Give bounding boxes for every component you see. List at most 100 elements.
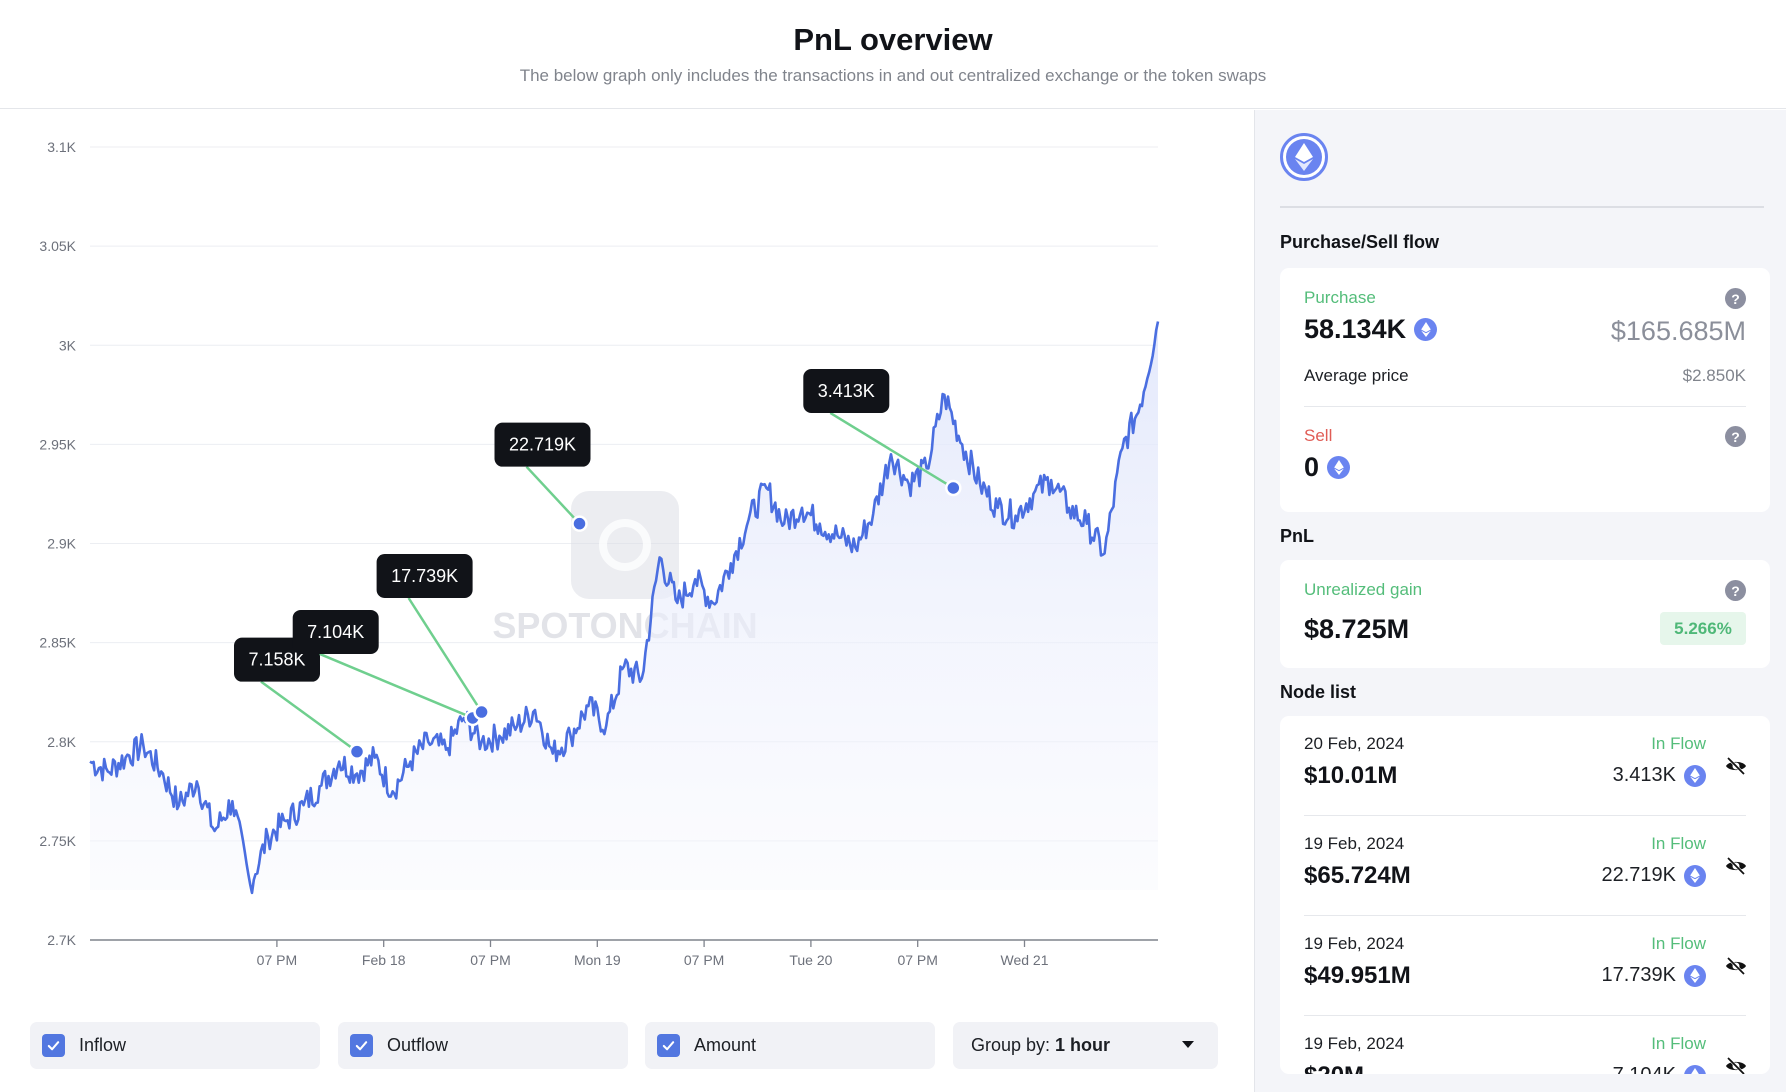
- sidebar: Purchase/Sell flow Purchase ? 58.134K $1…: [1254, 110, 1786, 1092]
- watermark-logo-ring: [599, 519, 651, 571]
- pnl-chart: SPOTONCHAIN 7.158K7.104K17.739K22.719K3.…: [39, 139, 1160, 968]
- ethereum-icon: [1286, 139, 1322, 175]
- node-token-value: 3.413K: [1612, 764, 1676, 786]
- gain-percent-badge: 5.266%: [1660, 612, 1746, 645]
- node-flow: In Flow: [1651, 934, 1706, 953]
- y-tick-label: 2.75K: [39, 833, 76, 849]
- chart-area-fill: [90, 321, 1158, 893]
- watermark-logo: [571, 491, 679, 599]
- purchase-amount: 58.134K: [1304, 314, 1438, 345]
- annotation-point: [348, 743, 366, 760]
- node-date: 19 Feb, 2024: [1304, 1034, 1405, 1053]
- y-tick-label: 3K: [59, 337, 77, 353]
- node-flow: In Flow: [1651, 834, 1706, 853]
- annotation-box: [494, 422, 591, 467]
- help-icon[interactable]: ?: [1725, 288, 1746, 309]
- annotation-label: 7.158K: [248, 650, 305, 670]
- card-divider: [1304, 406, 1746, 407]
- eth-icon: [1327, 456, 1351, 479]
- eye-off-icon[interactable]: [1724, 954, 1748, 978]
- price-line: [89, 321, 1160, 895]
- page-header: PnL overview The below graph only includ…: [0, 0, 1786, 109]
- pnl-card: Unrealized gain ? $8.725M 5.266%: [1280, 560, 1770, 668]
- node-item[interactable]: 19 Feb, 2024 $65.724M In Flow 22.719K: [1280, 816, 1770, 916]
- inflow-label: Inflow: [79, 1035, 127, 1055]
- annotation-connector: [319, 652, 474, 720]
- node-list-card: 20 Feb, 2024 $10.01M In Flow 3.413K 19 F…: [1280, 716, 1770, 1074]
- node-usd: $49.951M: [1304, 962, 1411, 989]
- eye-off-icon[interactable]: [1724, 754, 1748, 778]
- inflow-checkbox[interactable]: Inflow: [30, 1022, 320, 1069]
- x-tick-label: 07 PM: [897, 952, 937, 968]
- sell-amount: 0: [1304, 452, 1351, 483]
- group-by-value: 1 hour: [1055, 1035, 1111, 1055]
- y-tick-label: 2.7K: [47, 932, 76, 948]
- node-token: 3.413K: [1613, 764, 1706, 787]
- check-icon: [657, 1034, 680, 1057]
- node-divider: [1304, 915, 1746, 916]
- eth-icon: [1684, 1064, 1706, 1074]
- annotation-connector: [260, 680, 358, 753]
- annotation-label: 17.739K: [391, 566, 458, 586]
- annotation-point: [473, 703, 490, 721]
- annotation-box: [803, 368, 890, 413]
- node-divider: [1304, 1015, 1746, 1016]
- eth-icon: [1414, 318, 1438, 341]
- x-tick-label: Tue 20: [789, 952, 832, 968]
- annotation-box: [376, 554, 473, 599]
- sell-label: Sell: [1304, 426, 1333, 445]
- x-tick-label: Mon 19: [574, 952, 621, 968]
- purchase-usd: $165.685M: [1610, 316, 1746, 346]
- purchase-label: Purchase: [1304, 288, 1376, 307]
- node-flow: In Flow: [1651, 734, 1706, 753]
- node-token-value: 17.739K: [1601, 964, 1676, 986]
- eye-off-icon[interactable]: [1724, 854, 1748, 878]
- annotation-point: [571, 515, 588, 532]
- node-item[interactable]: 20 Feb, 2024 $10.01M In Flow 3.413K: [1280, 716, 1770, 816]
- sidebar-divider: [1280, 206, 1764, 208]
- x-tick-label: Feb 18: [362, 952, 406, 968]
- node-date: 20 Feb, 2024: [1304, 734, 1405, 753]
- y-tick-label: 2.95K: [39, 436, 76, 452]
- eth-icon: [1684, 964, 1706, 987]
- y-tick-label: 3.05K: [39, 238, 76, 254]
- node-date: 19 Feb, 2024: [1304, 934, 1405, 953]
- check-icon: [350, 1034, 373, 1057]
- group-by-select[interactable]: Group by: 1 hour: [953, 1022, 1218, 1069]
- node-date: 19 Feb, 2024: [1304, 834, 1405, 853]
- annotation-connector: [829, 411, 954, 490]
- x-tick-label: 07 PM: [470, 952, 510, 968]
- sell-amount-value: 0: [1304, 452, 1320, 482]
- group-by-prefix: Group by:: [971, 1035, 1051, 1055]
- flow-section-title: Purchase/Sell flow: [1280, 232, 1440, 252]
- unrealized-gain-value: $8.725M: [1304, 614, 1410, 644]
- help-icon[interactable]: ?: [1725, 426, 1746, 447]
- unrealized-gain-label: Unrealized gain: [1304, 580, 1423, 599]
- chart-area: SPOTONCHAIN 7.158K 7.104K 17.739K 22.719K 3.…: [0, 110, 1254, 1092]
- amount-label: Amount: [694, 1035, 757, 1055]
- y-tick-label: 2.8K: [47, 734, 76, 750]
- purchase-amount-value: 58.134K: [1304, 314, 1407, 344]
- caret-down-icon: [1182, 1041, 1194, 1048]
- node-token: 22.719K: [1601, 864, 1706, 887]
- pnl-section-title: PnL: [1280, 526, 1314, 546]
- node-list-title: Node list: [1280, 682, 1357, 702]
- node-divider: [1304, 815, 1746, 816]
- page-subtitle: The below graph only includes the transa…: [519, 66, 1267, 85]
- annotation-label: 22.719K: [509, 435, 576, 455]
- y-tick-label: 3.1K: [47, 139, 76, 155]
- node-item[interactable]: 19 Feb, 2024 $49.951M In Flow 17.739K: [1280, 916, 1770, 1016]
- eye-off-icon[interactable]: [1724, 1054, 1748, 1074]
- node-token: 7.104K: [1613, 1064, 1706, 1074]
- node-usd: $10.01M: [1304, 762, 1398, 789]
- node-item[interactable]: 19 Feb, 2024 $20M In Flow 7.104K: [1280, 1016, 1770, 1074]
- eth-icon: [1684, 864, 1706, 887]
- y-tick-label: 2.9K: [47, 536, 76, 552]
- node-token: 17.739K: [1601, 964, 1706, 987]
- x-tick-label: Wed 21: [1001, 952, 1049, 968]
- help-icon[interactable]: ?: [1725, 580, 1746, 601]
- node-token-value: 22.719K: [1601, 864, 1676, 886]
- page-title: PnL overview: [793, 22, 993, 57]
- outflow-checkbox[interactable]: Outflow: [338, 1022, 628, 1069]
- amount-checkbox[interactable]: Amount: [645, 1022, 935, 1069]
